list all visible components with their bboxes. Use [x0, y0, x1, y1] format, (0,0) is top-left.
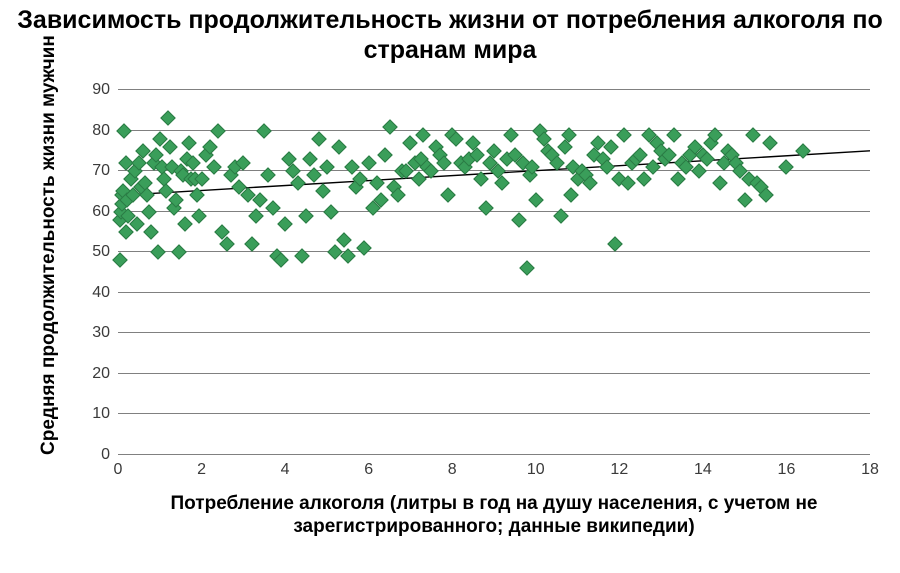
x-tick-label: 0 — [114, 455, 123, 479]
data-point — [378, 147, 394, 163]
data-point — [474, 171, 490, 187]
chart-title: Зависимость продолжительность жизни от п… — [0, 6, 900, 65]
grid-line-y — [118, 373, 870, 374]
x-axis-title: Потребление алкоголя (литры в год на душ… — [118, 493, 870, 539]
x-tick-label: 14 — [694, 455, 712, 479]
data-point — [637, 171, 653, 187]
data-point — [607, 236, 623, 252]
data-point — [315, 184, 331, 200]
data-point — [795, 143, 811, 159]
data-point — [478, 200, 494, 216]
data-point — [319, 159, 335, 175]
data-point — [116, 123, 132, 139]
data-point — [190, 188, 206, 204]
x-tick-label: 18 — [861, 455, 879, 479]
data-point — [403, 135, 419, 151]
data-point — [150, 244, 166, 260]
y-tick-label: 30 — [92, 324, 118, 342]
grid-line-y — [118, 251, 870, 252]
data-point — [645, 159, 661, 175]
grid-line-y — [118, 211, 870, 212]
data-point — [244, 236, 260, 252]
data-point — [265, 200, 281, 216]
x-tick-label: 2 — [197, 455, 206, 479]
data-point — [160, 111, 176, 127]
data-point — [411, 171, 427, 187]
data-point — [311, 131, 327, 147]
data-point — [557, 139, 573, 155]
chart-container: Зависимость продолжительность жизни от п… — [0, 0, 900, 573]
data-point — [603, 139, 619, 155]
grid-line-y — [118, 130, 870, 131]
y-tick-label: 10 — [92, 405, 118, 423]
data-point — [256, 123, 272, 139]
data-point — [440, 188, 456, 204]
x-tick-label: 16 — [778, 455, 796, 479]
y-tick-label: 90 — [92, 81, 118, 99]
grid-line-y — [118, 292, 870, 293]
x-axis-line — [118, 454, 870, 455]
data-point — [361, 155, 377, 171]
x-tick-label: 8 — [448, 455, 457, 479]
data-point — [762, 135, 778, 151]
y-tick-label: 80 — [92, 122, 118, 140]
x-tick-label: 12 — [610, 455, 628, 479]
data-point — [511, 212, 527, 228]
data-point — [369, 176, 385, 192]
data-point — [564, 188, 580, 204]
data-point — [277, 216, 293, 232]
y-tick-label: 40 — [92, 284, 118, 302]
data-point — [336, 232, 352, 248]
x-tick-label: 10 — [527, 455, 545, 479]
x-tick-label: 4 — [281, 455, 290, 479]
data-point — [528, 192, 544, 208]
grid-line-y — [118, 332, 870, 333]
data-point — [302, 151, 318, 167]
data-point — [210, 123, 226, 139]
y-tick-label: 20 — [92, 365, 118, 383]
data-point — [779, 159, 795, 175]
data-point — [712, 176, 728, 192]
data-point — [332, 139, 348, 155]
data-point — [177, 216, 193, 232]
data-point — [323, 204, 339, 220]
data-point — [142, 204, 158, 220]
grid-line-y — [118, 413, 870, 414]
data-point — [520, 261, 536, 277]
data-point — [144, 224, 160, 240]
x-tick-label: 6 — [364, 455, 373, 479]
data-point — [670, 171, 686, 187]
plot-area: 0102030405060708090024681012141618 — [118, 90, 870, 455]
y-tick-label: 70 — [92, 162, 118, 180]
grid-line-y — [118, 89, 870, 90]
data-point — [327, 244, 343, 260]
y-axis-title: Средняя продолжительность жизни мужчин — [38, 35, 60, 455]
data-point — [171, 244, 187, 260]
data-point — [181, 135, 197, 151]
data-point — [357, 240, 373, 256]
data-point — [382, 119, 398, 135]
data-point — [737, 192, 753, 208]
data-point — [206, 159, 222, 175]
